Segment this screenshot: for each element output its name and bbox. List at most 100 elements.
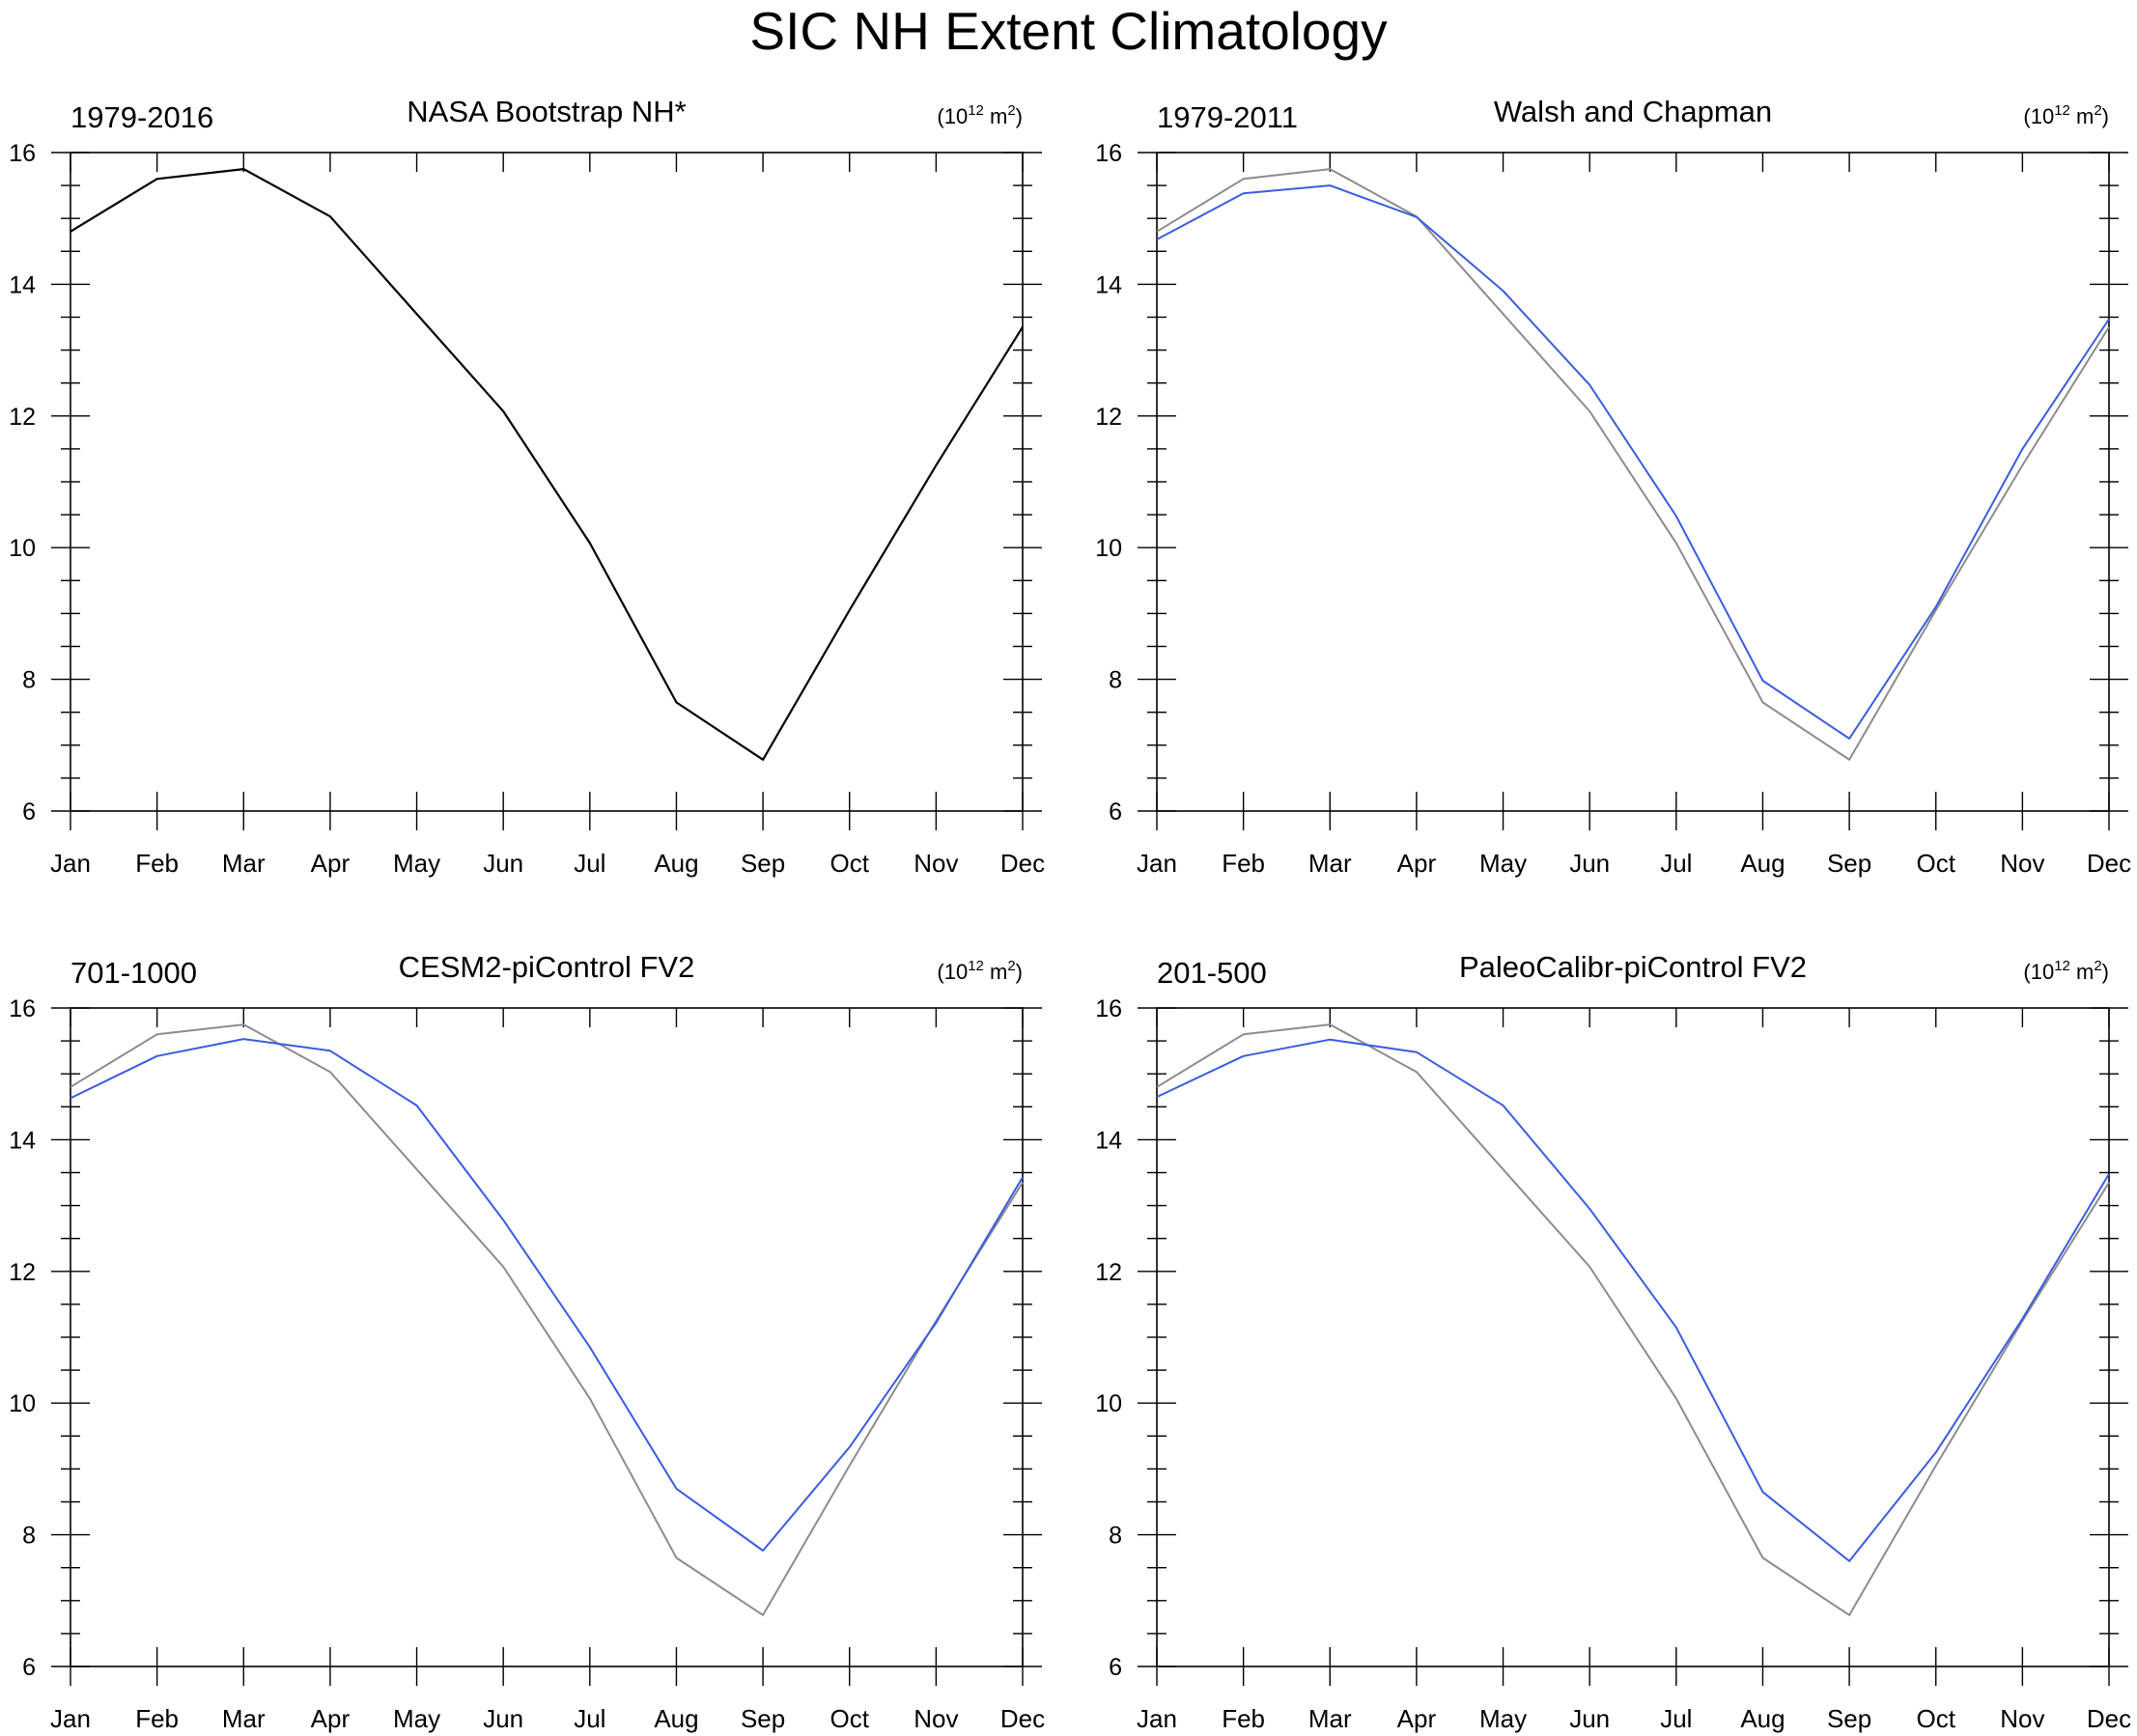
- y-tick-label: 12: [9, 404, 36, 431]
- y-tick-label: 12: [9, 1259, 36, 1286]
- x-tick-label-dec: Dec: [2087, 1704, 2131, 1733]
- series-line-observation: [1156, 168, 2110, 761]
- x-tick-label-jan: Jan: [50, 849, 91, 878]
- x-tick-label-may: May: [393, 1704, 440, 1733]
- x-tick-label-nov: Nov: [2000, 849, 2044, 878]
- x-tick-label-feb: Feb: [135, 1704, 179, 1733]
- x-tick-label-feb: Feb: [1222, 849, 1265, 878]
- series-line-model: [1156, 1038, 2110, 1562]
- x-tick-label-nov: Nov: [914, 849, 958, 878]
- y-tick-label: 14: [1095, 1127, 1122, 1154]
- plot-frame: [70, 152, 1024, 812]
- panel-units: (1012 m2): [2023, 102, 2109, 128]
- units-text: ): [2102, 960, 2109, 984]
- x-tick-label-jul: Jul: [1660, 1704, 1692, 1733]
- y-tick-label: 10: [1095, 1390, 1122, 1417]
- y-tick-label: 12: [1095, 1259, 1122, 1286]
- x-tick-label-aug: Aug: [654, 1704, 698, 1733]
- units-superscript: 12: [2054, 958, 2070, 974]
- x-tick-label-jan: Jan: [50, 1704, 91, 1733]
- x-tick-label-dec: Dec: [1000, 1704, 1045, 1733]
- chart-panel-3: 6 8 10 12 14 16 Jan Feb Mar Apr May Jun Jul Aug Sep Oct…: [9, 950, 1045, 1733]
- y-tick-label: 14: [9, 1127, 36, 1154]
- units-text: ): [1016, 960, 1023, 984]
- x-tick-label-mar: Mar: [1308, 1704, 1352, 1733]
- y-tick-label: 12: [1095, 404, 1122, 431]
- units-superscript: 2: [2094, 102, 2101, 119]
- units-text: ): [2102, 104, 2109, 128]
- x-tick-label-may: May: [1479, 849, 1527, 878]
- x-tick-label-jun: Jun: [1569, 1704, 1610, 1733]
- y-tick-label: 8: [22, 667, 36, 694]
- x-tick-label-jun: Jun: [483, 1704, 523, 1733]
- y-tick-label: 16: [9, 140, 36, 167]
- x-tick-label-apr: Apr: [1397, 1704, 1437, 1733]
- x-tick-label-mar: Mar: [222, 849, 266, 878]
- panel-period: 201-500: [1157, 956, 1267, 990]
- series-line-model: [70, 1038, 1024, 1552]
- series-line-observation: [70, 1023, 1024, 1616]
- x-tick-label-sep: Sep: [1827, 1704, 1871, 1733]
- panel-units: (1012 m2): [937, 958, 1023, 984]
- units-text: (10: [937, 960, 968, 984]
- units-superscript: 2: [2094, 958, 2101, 974]
- panel-units: (1012 m2): [2023, 958, 2109, 984]
- y-tick-label: 10: [9, 1390, 36, 1417]
- x-tick-label-may: May: [393, 849, 440, 878]
- x-tick-label-jun: Jun: [483, 849, 523, 878]
- figure-title: SIC NH Extent Climatology: [749, 1, 1388, 61]
- panel-units: (1012 m2): [937, 102, 1023, 128]
- chart-panel-4: 6 8 10 12 14 16 Jan Feb Mar Apr May Jun Jul Aug Sep Oct…: [1095, 950, 2131, 1733]
- panel-period: 1979-2011: [1157, 100, 1298, 134]
- y-tick-label: 16: [9, 995, 36, 1022]
- y-tick-label: 16: [1095, 995, 1122, 1022]
- series-line-single: [70, 168, 1024, 761]
- x-tick-label-dec: Dec: [2087, 849, 2131, 878]
- x-tick-label-sep: Sep: [741, 849, 785, 878]
- y-tick-label: 6: [22, 798, 36, 826]
- panel-title: Walsh and Chapman: [1494, 95, 1772, 128]
- x-tick-label-aug: Aug: [1740, 1704, 1785, 1733]
- plot-frame: [1156, 1007, 2110, 1667]
- units-text: m: [2070, 960, 2094, 984]
- panel-title: PaleoCalibr-piControl FV2: [1459, 950, 1807, 984]
- series-line-observation: [1156, 1023, 2110, 1616]
- x-tick-label-oct: Oct: [1917, 1704, 1956, 1733]
- x-tick-label-apr: Apr: [311, 1704, 351, 1733]
- x-tick-label-nov: Nov: [2000, 1704, 2044, 1733]
- x-tick-label-feb: Feb: [135, 849, 179, 878]
- units-text: ): [1016, 104, 1023, 128]
- y-tick-label: 6: [22, 1654, 36, 1681]
- x-tick-label-may: May: [1479, 1704, 1527, 1733]
- x-tick-label-mar: Mar: [222, 1704, 266, 1733]
- units-superscript: 12: [968, 958, 984, 974]
- x-tick-label-dec: Dec: [1000, 849, 1045, 878]
- y-tick-label: 10: [9, 535, 36, 562]
- x-tick-label-nov: Nov: [914, 1704, 958, 1733]
- x-tick-label-jul: Jul: [1660, 849, 1692, 878]
- chart-panel-1: 6 8 10 12 14 16 Jan Feb Mar Apr May Jun Jul Aug Sep Oct…: [9, 95, 1045, 878]
- x-tick-label-sep: Sep: [1827, 849, 1871, 878]
- x-tick-label-feb: Feb: [1222, 1704, 1265, 1733]
- units-text: m: [984, 960, 1007, 984]
- y-tick-label: 8: [1109, 667, 1122, 694]
- series-line-model: [1156, 184, 2110, 740]
- units-text: m: [984, 104, 1007, 128]
- y-tick-label: 8: [1109, 1523, 1122, 1550]
- x-tick-label-aug: Aug: [654, 849, 698, 878]
- y-tick-label: 8: [22, 1523, 36, 1550]
- units-superscript: 12: [968, 102, 984, 119]
- x-tick-label-oct: Oct: [830, 1704, 870, 1733]
- units-superscript: 2: [1007, 958, 1015, 974]
- y-tick-label: 6: [1109, 798, 1122, 826]
- x-tick-label-mar: Mar: [1308, 849, 1352, 878]
- x-tick-label-aug: Aug: [1740, 849, 1785, 878]
- y-tick-label: 6: [1109, 1654, 1122, 1681]
- x-tick-label-oct: Oct: [1917, 849, 1956, 878]
- plot-frame: [70, 1007, 1024, 1667]
- x-tick-label-jan: Jan: [1137, 1704, 1177, 1733]
- x-tick-label-jul: Jul: [574, 849, 605, 878]
- x-tick-label-jan: Jan: [1137, 849, 1177, 878]
- plot-frame: [1156, 152, 2110, 812]
- units-text: (10: [2023, 960, 2054, 984]
